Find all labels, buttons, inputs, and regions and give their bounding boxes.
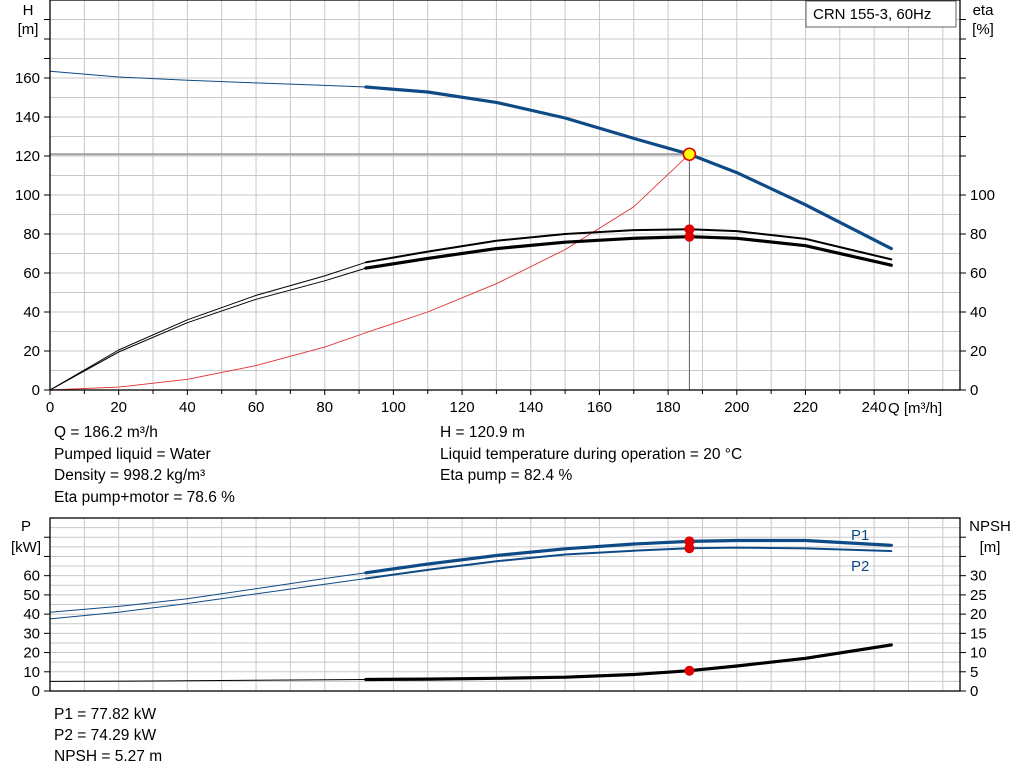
p-axis-tick-label: 30 — [23, 625, 40, 642]
model-label-box: CRN 155-3, 60Hz — [805, 0, 957, 28]
h-axis-tick-label: 0 — [32, 382, 40, 399]
q-axis-tick-label: 80 — [316, 399, 333, 416]
p2-duty-marker — [684, 543, 695, 554]
h-axis-tick-label: 120 — [15, 148, 40, 165]
h-axis-unit: [m] — [18, 21, 39, 38]
eta-pump-curve-extension — [49, 261, 367, 391]
h-axis-tick-label: 60 — [23, 265, 40, 282]
info-pumped-liquid: Pumped liquid = Water — [54, 446, 211, 463]
p-axis-tick-label: 0 — [32, 683, 40, 700]
p2-curve — [364, 546, 893, 580]
eta-pump-curve — [364, 228, 893, 264]
q-axis-tick-label: 60 — [248, 399, 265, 416]
power-chart-frame — [49, 517, 961, 692]
p2-curve-extension — [49, 578, 367, 620]
npsh-axis-tick-label: 20 — [970, 606, 987, 623]
q-axis-tick-label: 120 — [450, 399, 475, 416]
p-axis-tick-label: 20 — [23, 645, 40, 662]
npsh-axis-tick-label: 15 — [970, 625, 987, 642]
q-axis-tick-label: 240 — [862, 399, 887, 416]
h-axis-tick-label: 40 — [23, 304, 40, 321]
npsh-axis-tick-label: 10 — [970, 645, 987, 662]
eta-axis-tick-label: 60 — [970, 265, 987, 282]
chart-ticks: 0 20 40 60 80 100 120 140 160 180 200 220 2400204060… — [15, 19, 995, 700]
p1-curve — [364, 538, 893, 575]
p-axis-tick-label: 60 — [23, 568, 40, 585]
info-density: Density = 998.2 kg/m³ — [54, 467, 206, 484]
npsh-duty-marker — [684, 665, 695, 676]
eta-pump-motor-curve — [364, 235, 893, 270]
q-axis-tick-label: 20 — [110, 399, 127, 416]
npsh-curve-extension — [49, 679, 367, 682]
npsh-axis-tick-label: 0 — [970, 683, 978, 700]
p1-curve-extension — [49, 572, 367, 613]
npsh-axis-tick-label: 5 — [970, 664, 978, 681]
info-p2: P2 = 74.29 kW — [54, 727, 157, 744]
eta-axis-tick-label: 80 — [970, 226, 987, 243]
q-axis-tick-label: 100 — [381, 399, 406, 416]
q-axis-tick-label: 140 — [518, 399, 543, 416]
q-axis-tick-label: 40 — [179, 399, 196, 416]
eta-axis-tick-label: 20 — [970, 343, 987, 360]
h-axis-tick-label: 20 — [23, 343, 40, 360]
p1-curve-label: P1 — [851, 527, 869, 544]
p-axis-tick-label: 50 — [23, 587, 40, 604]
p-axis-unit: [kW] — [11, 539, 41, 556]
npsh-axis-tick-label: 25 — [970, 587, 987, 604]
head-chart-grid — [50, 0, 960, 390]
info-eta-pump-motor: Eta pump+motor = 78.6 % — [54, 489, 235, 506]
chart-curves — [49, 70, 893, 682]
q-axis-title: Q [m³/h] — [888, 400, 942, 417]
power-chart-grid — [50, 518, 960, 691]
duty-point-marker — [682, 147, 697, 162]
p2-curve-label: P2 — [851, 558, 869, 575]
eta-axis-tick-label: 40 — [970, 304, 987, 321]
eta-axis-title: eta — [973, 2, 995, 19]
system-curve — [49, 153, 690, 391]
p-axis-tick-label: 10 — [23, 664, 40, 681]
q-axis-tick-label: 220 — [793, 399, 818, 416]
eta-pump-motor-duty-marker — [684, 231, 695, 242]
info-p1: P1 = 77.82 kW — [54, 706, 157, 723]
h-axis-tick-label: 160 — [15, 70, 40, 87]
info-npsh: NPSH = 5.27 m — [54, 748, 163, 765]
eta-pump-duty-marker — [684, 224, 695, 235]
h-axis-tick-label: 140 — [15, 109, 40, 126]
info-liquid-temperature: Liquid temperature during operation = 20… — [440, 446, 743, 463]
eta-axis-unit: [%] — [972, 21, 994, 38]
head-curve — [364, 85, 893, 251]
q-axis-tick-label: 200 — [724, 399, 749, 416]
chart-markers — [682, 147, 697, 676]
npsh-axis-title: NPSH — [969, 518, 1011, 535]
q-axis-tick-label: 0 — [46, 399, 54, 416]
info-flow: Q = 186.2 m³/h — [54, 424, 158, 441]
head-curve-extension — [49, 70, 367, 88]
eta-axis-tick-label: 100 — [970, 187, 995, 204]
npsh-axis-tick-label: 30 — [970, 568, 987, 585]
eta-axis-tick-label: 0 — [970, 382, 978, 399]
p-axis-title: P — [21, 518, 31, 535]
h-axis-tick-label: 100 — [15, 187, 40, 204]
h-axis-title: H — [23, 2, 34, 19]
info-head: H = 120.9 m — [440, 424, 525, 441]
p-axis-tick-label: 40 — [23, 606, 40, 623]
info-eta-pump: Eta pump = 82.4 % — [440, 467, 573, 484]
npsh-curve — [364, 643, 893, 682]
model-label: CRN 155-3, 60Hz — [813, 6, 931, 23]
q-axis-tick-label: 180 — [656, 399, 681, 416]
eta-pump-motor-curve-extension — [49, 267, 367, 391]
h-axis-tick-label: 80 — [23, 226, 40, 243]
npsh-axis-unit: [m] — [980, 539, 1001, 556]
q-axis-tick-label: 160 — [587, 399, 612, 416]
